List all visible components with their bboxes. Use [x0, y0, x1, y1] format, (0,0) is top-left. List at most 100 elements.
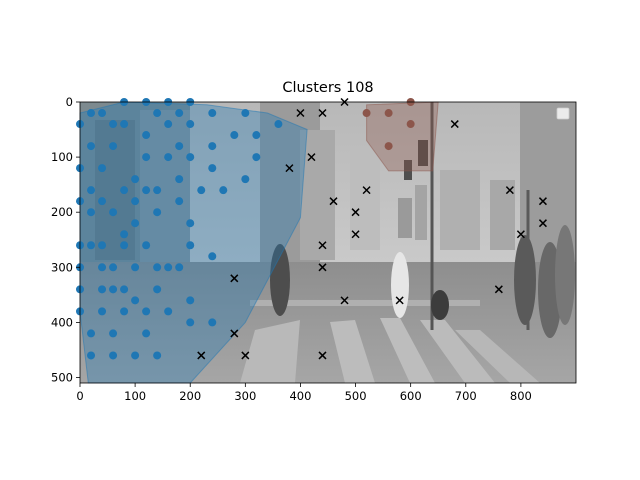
- background-photo: [80, 102, 576, 383]
- x-tick-label: 400: [289, 389, 311, 403]
- cluster-point: [109, 351, 118, 360]
- cluster-point: [175, 109, 184, 118]
- cluster-point: [186, 318, 195, 327]
- cluster-point: [131, 351, 140, 360]
- x-marker-point: [296, 108, 305, 118]
- cluster-point: [175, 175, 184, 184]
- cluster-point: [131, 219, 140, 228]
- cluster-point: [186, 153, 195, 162]
- cluster-point: [120, 285, 129, 294]
- cluster-point: [109, 263, 118, 272]
- cluster-point: [153, 186, 162, 195]
- cluster-point: [131, 296, 140, 305]
- x-marker-point: [318, 241, 327, 250]
- cluster-point: [175, 197, 184, 206]
- cluster-point: [109, 329, 118, 338]
- x-marker-point: [362, 186, 371, 195]
- cluster-point: [142, 153, 151, 162]
- cluster-point: [131, 197, 140, 206]
- cluster-point: [274, 120, 283, 129]
- x-tick-label: 700: [455, 389, 477, 403]
- y-tick-label: 500: [51, 370, 73, 384]
- x-marker-point: [230, 329, 239, 338]
- cluster-point: [87, 208, 96, 217]
- x-marker-point: [285, 164, 294, 173]
- cluster-point: [406, 120, 415, 129]
- x-marker-point: [340, 296, 349, 305]
- x-tick-label: 500: [345, 389, 367, 403]
- y-tick-label: 200: [51, 205, 73, 219]
- cluster-point: [384, 142, 393, 151]
- cluster-point: [120, 230, 129, 239]
- cluster-hulls: [79, 101, 439, 384]
- cluster-point: [109, 120, 118, 129]
- x-marker-point: [351, 230, 360, 239]
- cluster-point: [186, 296, 195, 305]
- cluster-point: [87, 241, 96, 250]
- cluster-point: [230, 131, 239, 140]
- x-marker-point: [329, 197, 338, 206]
- scatter-points: [76, 97, 547, 360]
- cluster-point: [142, 186, 151, 195]
- x-marker-point: [197, 351, 206, 360]
- cluster-point: [87, 329, 96, 338]
- cluster-point: [87, 142, 96, 151]
- cluster-point: [186, 219, 195, 228]
- cluster-point: [142, 329, 151, 338]
- x-marker-point: [318, 351, 327, 360]
- cluster-point: [98, 307, 107, 316]
- cluster-point: [87, 351, 96, 360]
- cluster-point: [208, 252, 217, 261]
- y-axis: 0 100 200 300 400 500: [51, 95, 80, 384]
- cluster-point: [98, 263, 107, 272]
- cluster-point: [208, 164, 217, 173]
- cluster-point: [142, 241, 151, 250]
- cluster-point: [98, 197, 107, 206]
- x-marker-point: [505, 186, 514, 195]
- x-marker-point: [538, 197, 547, 206]
- x-tick-label: 800: [510, 389, 532, 403]
- cluster-point: [87, 186, 96, 195]
- x-tick-label: 100: [124, 389, 146, 403]
- cluster-point: [98, 164, 107, 173]
- x-marker-point: [318, 108, 327, 118]
- y-tick-label: 100: [51, 150, 73, 164]
- cluster-point: [362, 109, 371, 118]
- y-tick-label: 0: [66, 95, 73, 109]
- cluster-hull: [366, 101, 439, 172]
- x-marker-point: [450, 120, 459, 129]
- cluster-point: [186, 120, 195, 129]
- y-tick-label: 300: [51, 260, 73, 274]
- cluster-point: [186, 241, 195, 250]
- cluster-point: [120, 241, 129, 250]
- cluster-point: [208, 109, 217, 118]
- cluster-point: [120, 186, 129, 195]
- cluster-point: [164, 153, 173, 162]
- x-marker-point: [318, 263, 327, 272]
- cluster-point: [131, 175, 140, 184]
- x-marker-point: [307, 153, 316, 162]
- x-marker-point: [538, 219, 547, 228]
- x-marker-point: [351, 208, 360, 217]
- cluster-point: [175, 142, 184, 151]
- x-marker-point: [241, 351, 250, 360]
- x-tick-label: 0: [76, 389, 83, 403]
- cluster-point: [153, 351, 162, 360]
- x-marker-point: [395, 296, 404, 305]
- legend-box: [556, 107, 570, 120]
- cluster-point: [142, 131, 151, 140]
- cluster-point: [153, 285, 162, 294]
- x-tick-label: 300: [234, 389, 256, 403]
- cluster-point: [109, 142, 118, 151]
- cluster-point: [197, 186, 206, 195]
- cluster-point: [120, 307, 129, 316]
- cluster-point: [175, 263, 184, 272]
- plot-frame: [79, 101, 577, 384]
- cluster-point: [252, 153, 261, 162]
- cluster-hull: [79, 101, 308, 384]
- cluster-point: [98, 241, 107, 250]
- cluster-point: [153, 109, 162, 118]
- cluster-point: [131, 263, 140, 272]
- cluster-point: [241, 109, 250, 118]
- cluster-point: [153, 208, 162, 217]
